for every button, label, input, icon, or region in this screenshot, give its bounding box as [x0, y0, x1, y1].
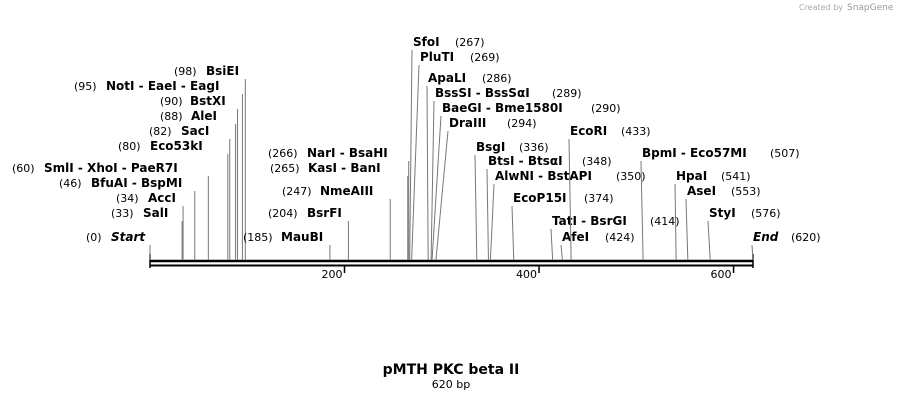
site-position: (507) — [770, 147, 800, 160]
site-name: Start — [111, 230, 146, 244]
site-position: (289) — [552, 87, 582, 100]
site-line — [435, 130, 449, 261]
site-line — [431, 115, 442, 261]
site-name: HpaI — [676, 169, 707, 183]
site-line — [685, 198, 689, 261]
site-position: (433) — [621, 125, 651, 138]
site-position: (336) — [519, 141, 549, 154]
site-name: AlwNI - BstAPI — [495, 169, 592, 183]
site-position: (620) — [791, 231, 821, 244]
site-line — [486, 168, 489, 261]
site-position: (290) — [591, 102, 621, 115]
site-line — [550, 228, 554, 261]
site-name: KasI - BanI — [308, 161, 381, 175]
site-position: (204) — [268, 207, 298, 220]
site-name: NotI - EaeI - EagI — [106, 79, 219, 93]
site-line — [411, 64, 420, 261]
site-name: BsgI — [476, 140, 505, 154]
site-position: (267) — [455, 36, 485, 49]
site-name: DraIII — [449, 116, 486, 130]
map-title: pMTH PKC beta II — [383, 362, 520, 378]
site-name: BsiEI — [206, 64, 239, 78]
site-name: NarI - BsaHI — [307, 146, 388, 160]
site-position: (350) — [616, 170, 646, 183]
site-line — [511, 205, 515, 261]
watermark-prefix: Created by — [799, 3, 843, 12]
watermark-brand: SnapGene — [847, 3, 894, 13]
site-name: AccI — [148, 191, 176, 205]
site-line — [426, 85, 429, 261]
site-position: (82) — [149, 125, 172, 138]
site-position: (576) — [751, 207, 781, 220]
site-line — [674, 183, 677, 261]
site-name: ApaLI — [428, 71, 466, 85]
site-position: (424) — [605, 231, 635, 244]
ruler-tick-label: 400 — [516, 268, 537, 281]
site-position: (541) — [721, 170, 751, 183]
site-position: (90) — [160, 95, 183, 108]
site-line — [568, 138, 572, 261]
site-name: BstXI — [190, 94, 226, 108]
site-name: SfoI — [413, 35, 440, 49]
site-position: (98) — [174, 65, 197, 78]
site-name: SalI — [143, 206, 168, 220]
site-line — [489, 183, 495, 261]
site-name: MauBI — [281, 230, 323, 244]
site-name: NmeAIII — [320, 184, 373, 198]
site-name: BpmI - Eco57MI — [642, 146, 747, 160]
site-line — [409, 49, 413, 261]
site-position: (294) — [507, 117, 537, 130]
site-position: (286) — [482, 72, 512, 85]
site-position: (185) — [243, 231, 273, 244]
map-subtitle: 620 bp — [432, 378, 470, 391]
site-line — [430, 100, 435, 261]
site-line — [560, 244, 563, 261]
site-name: AleI — [191, 109, 217, 123]
site-position: (88) — [160, 110, 183, 123]
site-line — [640, 160, 644, 261]
site-position: (247) — [282, 185, 312, 198]
site-line — [751, 244, 754, 261]
site-name: PluTI — [420, 50, 454, 64]
site-name: EcoRI — [570, 124, 607, 138]
site-name: BssSI - BssSαI — [435, 86, 530, 100]
site-position: (46) — [59, 177, 82, 190]
site-name: Eco53kI — [150, 139, 203, 153]
site-position: (0) — [86, 231, 102, 244]
site-name: BfuAI - BspMI — [91, 176, 182, 190]
site-position: (374) — [584, 192, 614, 205]
site-position: (33) — [111, 207, 134, 220]
site-position: (265) — [270, 162, 300, 175]
site-position: (266) — [268, 147, 298, 160]
site-position: (414) — [650, 215, 680, 228]
site-name: AseI — [687, 184, 716, 198]
site-name: BtsI - BtsαI — [488, 154, 563, 168]
site-name: StyI — [709, 206, 736, 220]
site-name: SmlI - XhoI - PaeR7I — [44, 161, 178, 175]
site-name: TatI - BsrGI — [552, 214, 627, 228]
site-position: (348) — [582, 155, 612, 168]
site-name: BsrFI — [307, 206, 342, 220]
site-position: (60) — [12, 162, 35, 175]
site-position: (80) — [118, 140, 141, 153]
site-name: BaeGI - Bme1580I — [442, 101, 563, 115]
site-position: (269) — [470, 51, 500, 64]
ruler-tick-label: 600 — [711, 268, 732, 281]
site-name: AfeI — [562, 230, 589, 244]
site-position: (34) — [116, 192, 139, 205]
site-name: SacI — [181, 124, 209, 138]
site-position: (553) — [731, 185, 761, 198]
site-line — [474, 154, 478, 261]
site-line — [707, 220, 711, 261]
site-name: End — [753, 230, 779, 244]
ruler-tick-label: 200 — [322, 268, 343, 281]
site-position: (95) — [74, 80, 97, 93]
site-name: EcoP15I — [513, 191, 567, 205]
